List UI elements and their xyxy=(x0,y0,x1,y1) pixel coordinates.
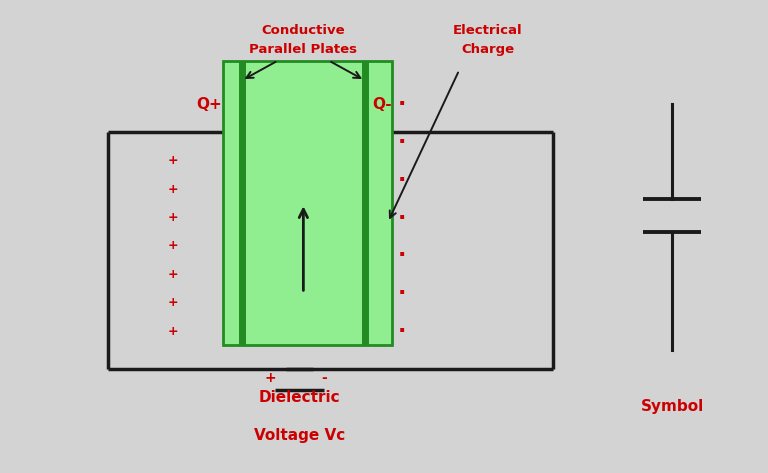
Text: ·: · xyxy=(398,245,406,265)
Text: ·: · xyxy=(398,283,406,303)
Text: ·: · xyxy=(398,208,406,228)
Text: Symbol: Symbol xyxy=(641,399,703,414)
Text: +: + xyxy=(167,296,178,309)
Text: +: + xyxy=(167,211,178,224)
Text: Voltage Vc: Voltage Vc xyxy=(254,428,345,443)
Text: Parallel Plates: Parallel Plates xyxy=(250,43,357,56)
Text: +: + xyxy=(167,268,178,281)
Text: +: + xyxy=(167,154,178,167)
Text: ·: · xyxy=(398,321,406,341)
Text: ·: · xyxy=(398,170,406,190)
Text: ·: · xyxy=(398,94,406,114)
Bar xyxy=(223,61,392,345)
Text: -: - xyxy=(321,371,327,385)
Text: Dielectric: Dielectric xyxy=(259,390,340,405)
Text: +: + xyxy=(167,239,178,253)
Text: Q+: Q+ xyxy=(196,96,222,112)
Text: +: + xyxy=(167,183,178,196)
Text: Electrical: Electrical xyxy=(453,24,522,37)
Text: ·: · xyxy=(398,132,406,152)
Text: +: + xyxy=(167,324,178,338)
Text: Charge: Charge xyxy=(461,43,515,56)
Text: Q-: Q- xyxy=(372,96,392,112)
Text: Conductive: Conductive xyxy=(262,24,345,37)
Text: +: + xyxy=(264,371,276,385)
